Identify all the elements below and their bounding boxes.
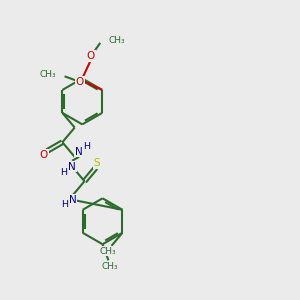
Text: N: N [68, 162, 76, 172]
Text: H: H [84, 142, 91, 151]
Text: CH₃: CH₃ [102, 262, 118, 271]
Text: CH₃: CH₃ [109, 36, 125, 45]
Text: O: O [76, 77, 84, 87]
Text: N: N [75, 147, 83, 157]
Text: S: S [93, 158, 100, 168]
Text: N: N [69, 195, 76, 205]
Text: O: O [39, 150, 48, 160]
Text: CH₃: CH₃ [40, 70, 56, 79]
Text: H: H [61, 200, 68, 209]
Text: CH₃: CH₃ [100, 247, 116, 256]
Text: H: H [60, 168, 67, 177]
Text: O: O [87, 51, 95, 61]
